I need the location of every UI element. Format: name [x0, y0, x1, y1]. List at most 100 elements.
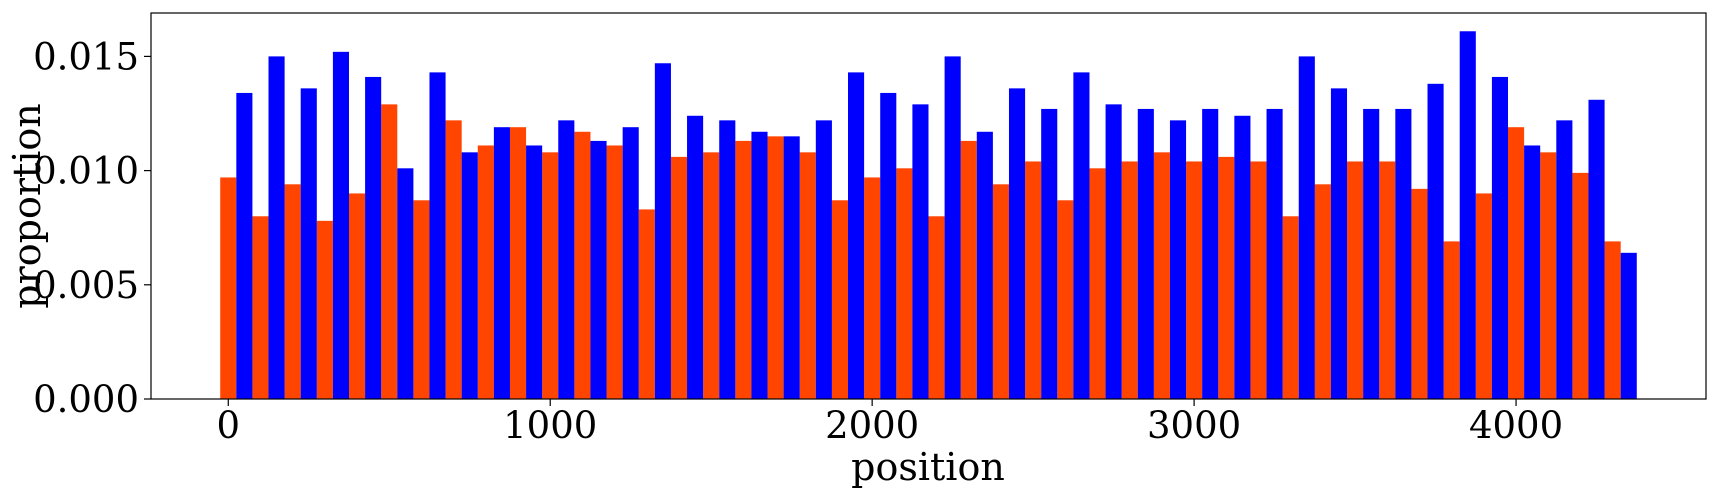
bar-blue-8 — [493, 127, 510, 399]
bar-orange-9 — [509, 127, 527, 399]
bar-blue-12 — [622, 127, 639, 399]
bar-orange-41 — [1540, 152, 1557, 399]
x-tick-label: 2000 — [825, 404, 919, 447]
bar-blue-7 — [461, 152, 478, 399]
bar-blue-40 — [1524, 145, 1541, 399]
bar-orange-3 — [316, 220, 333, 399]
bar-orange-18 — [799, 152, 816, 399]
bar-blue-9 — [526, 145, 543, 399]
x-tick-label: 4000 — [1469, 404, 1563, 447]
y-axis-label: proportion — [5, 103, 49, 309]
bar-orange-13 — [638, 209, 655, 399]
bar-orange-14 — [670, 156, 688, 399]
plot-frame — [150, 12, 1707, 400]
bar-orange-4 — [349, 193, 366, 399]
bar-orange-26 — [1057, 200, 1074, 399]
bar-orange-39 — [1475, 193, 1492, 399]
bar-blue-30 — [1202, 108, 1219, 400]
bar-orange-20 — [864, 177, 881, 399]
bar-blue-0 — [236, 92, 253, 399]
bar-blue-22 — [944, 56, 961, 400]
bar-blue-32 — [1266, 108, 1283, 400]
bar-orange-32 — [1250, 161, 1267, 399]
x-axis-label: position — [851, 445, 1005, 489]
bar-blue-1 — [268, 56, 285, 400]
y-tick-label: 0.000 — [33, 378, 139, 421]
bar-blue-43 — [1620, 252, 1637, 399]
bar-blue-20 — [880, 92, 897, 399]
bar-orange-31 — [1218, 156, 1235, 399]
bar-blue-27 — [1105, 104, 1122, 400]
bar-blue-35 — [1363, 108, 1380, 400]
bar-blue-13 — [654, 63, 671, 399]
ticks-group: 0 1000 2000 3000 4000 0.000 0.005 0.010 0.015 — [33, 35, 1563, 447]
bar-blue-3 — [332, 51, 349, 399]
bar-blue-38 — [1459, 31, 1476, 400]
bar-orange-43 — [1604, 241, 1621, 399]
bar-orange-28 — [1121, 161, 1138, 399]
bar-orange-35 — [1347, 161, 1364, 399]
bar-blue-41 — [1556, 120, 1573, 399]
bar-blue-29 — [1169, 120, 1187, 399]
bar-orange-10 — [542, 152, 559, 399]
bar-blue-15 — [719, 120, 736, 399]
bar-blue-25 — [1041, 108, 1058, 400]
bar-orange-40 — [1508, 127, 1525, 399]
bar-blue-5 — [397, 168, 414, 399]
bar-blue-19 — [848, 72, 865, 399]
bar-orange-29 — [1153, 152, 1170, 399]
bar-blue-16 — [751, 131, 768, 399]
bar-orange-17 — [767, 136, 784, 399]
bar-blue-18 — [815, 120, 832, 399]
bar-orange-23 — [960, 140, 977, 399]
x-tick-label: 1000 — [503, 404, 597, 447]
x-tick-label: 3000 — [1147, 404, 1241, 447]
y-tick-label: 0.015 — [33, 35, 139, 78]
bar-blue-11 — [590, 140, 607, 399]
bar-blue-37 — [1427, 83, 1444, 400]
bar-orange-5 — [381, 104, 398, 400]
bar-blue-10 — [558, 120, 575, 399]
bar-blue-28 — [1137, 108, 1154, 400]
bar-orange-16 — [735, 140, 752, 399]
bar-orange-1 — [252, 216, 269, 399]
bar-blue-33 — [1298, 56, 1315, 400]
bar-blue-14 — [687, 115, 704, 399]
bar-blue-23 — [976, 131, 993, 399]
bar-orange-15 — [703, 152, 720, 399]
bar-orange-24 — [992, 184, 1009, 399]
bar-orange-37 — [1411, 188, 1428, 399]
bar-orange-38 — [1443, 241, 1460, 399]
bar-blue-2 — [300, 88, 317, 400]
bar-orange-11 — [574, 131, 591, 399]
bar-orange-34 — [1314, 184, 1331, 399]
bar-blue-39 — [1491, 76, 1509, 399]
bar-orange-7 — [445, 120, 462, 399]
bar-orange-21 — [896, 168, 913, 399]
bar-orange-0 — [220, 177, 237, 399]
bar-blue-26 — [1073, 72, 1090, 399]
bar-blue-17 — [783, 136, 800, 399]
bar-orange-36 — [1379, 161, 1396, 399]
bar-orange-22 — [928, 216, 945, 399]
y-tick-label: 0.005 — [33, 264, 139, 307]
bar-blue-42 — [1588, 99, 1605, 399]
bar-blue-4 — [365, 76, 382, 399]
bar-blue-31 — [1234, 115, 1251, 399]
x-tick-label: 0 — [216, 404, 240, 447]
bar-orange-12 — [606, 145, 623, 399]
bar-blue-24 — [1008, 88, 1026, 400]
bar-orange-2 — [284, 184, 301, 399]
bar-blue-21 — [912, 104, 929, 400]
bar-orange-19 — [831, 200, 849, 399]
bar-orange-30 — [1186, 161, 1203, 399]
bars-group — [220, 31, 1637, 400]
bar-orange-33 — [1282, 216, 1299, 399]
bar-orange-6 — [413, 200, 430, 399]
bar-orange-25 — [1025, 161, 1042, 399]
bar-orange-8 — [477, 145, 494, 399]
bar-blue-36 — [1395, 108, 1412, 400]
bar-blue-34 — [1330, 88, 1348, 400]
bar-orange-42 — [1572, 172, 1589, 399]
